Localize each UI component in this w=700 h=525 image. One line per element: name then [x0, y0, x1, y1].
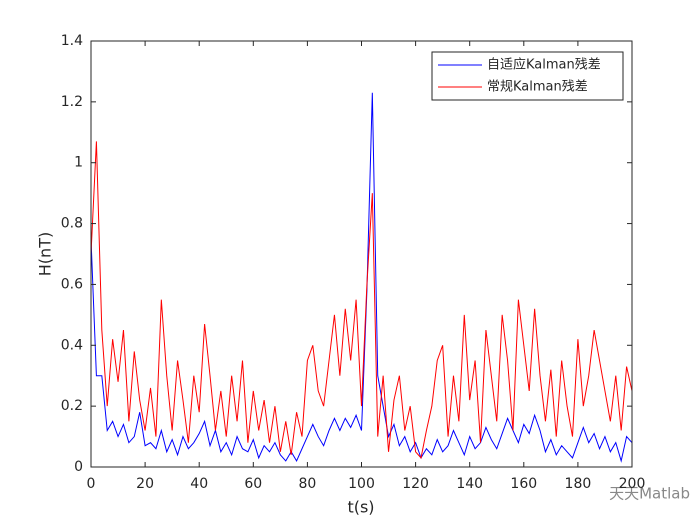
x-tick-label: 80	[298, 476, 316, 492]
legend-label: 自适应Kalman残差	[487, 57, 601, 73]
legend-label: 常规Kalman残差	[487, 80, 588, 95]
x-tick-label: 200	[619, 476, 646, 492]
x-tick-label: 160	[510, 476, 537, 492]
y-tick-label: 0.6	[61, 276, 83, 292]
data-line	[90, 92, 633, 463]
y-tick-label: 0.2	[61, 398, 83, 414]
x-tick-label: 180	[565, 476, 592, 492]
x-tick-label: 100	[348, 476, 375, 492]
watermark: 天天Matlab	[609, 485, 690, 503]
x-axis-label: t(s)	[347, 498, 374, 517]
y-tick-label: 1.2	[61, 94, 83, 110]
data-line	[90, 141, 633, 459]
x-tick-label: 40	[190, 476, 208, 492]
x-tick-label: 140	[456, 476, 483, 492]
y-tick-label: 1.4	[61, 33, 83, 49]
y-axis-label: H(nT)	[36, 232, 55, 276]
y-tick-label: 0.4	[61, 337, 83, 353]
y-tick-label: 0.8	[61, 216, 83, 232]
x-tick-label: 120	[402, 476, 429, 492]
legend-box	[431, 51, 624, 101]
x-tick-label: 20	[136, 476, 154, 492]
x-tick-label: 60	[244, 476, 262, 492]
y-tick-label: 0	[74, 459, 83, 475]
y-tick-label: 1	[74, 155, 83, 171]
x-tick-label: 0	[87, 476, 96, 492]
